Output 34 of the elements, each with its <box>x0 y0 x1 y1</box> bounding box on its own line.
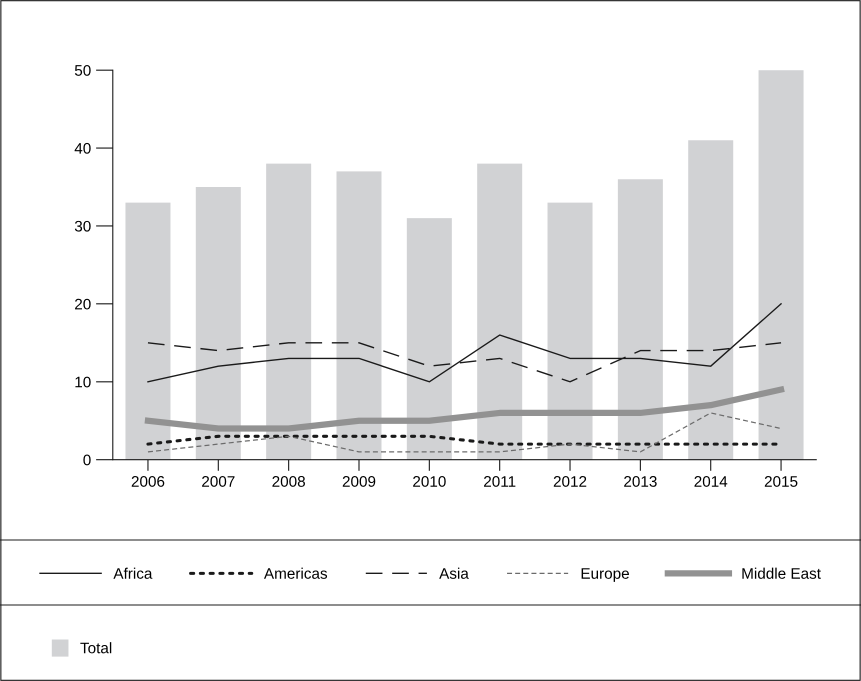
x-tick-label: 2015 <box>764 476 798 487</box>
y-tick-label: 50 <box>74 65 91 76</box>
bar <box>618 179 663 460</box>
y-tick-label: 10 <box>75 376 91 388</box>
bar <box>688 140 734 460</box>
legend-label: Europe <box>582 568 629 582</box>
x-tick-label: 2013 <box>624 476 657 487</box>
bar <box>406 218 452 460</box>
x-tick-label: 2014 <box>694 476 728 487</box>
x-tick-label: 2010 <box>413 476 446 487</box>
bar <box>477 164 522 460</box>
bar <box>196 187 241 460</box>
bar <box>336 171 382 460</box>
y-tick-label: 20 <box>75 298 91 310</box>
bar <box>548 202 593 460</box>
legend-label: Total <box>80 642 112 654</box>
y-tick-label: 30 <box>74 220 91 232</box>
bar <box>266 164 312 460</box>
legend-label: Americas <box>264 568 328 579</box>
legend-label: Asia <box>439 568 469 579</box>
line-series <box>147 412 782 453</box>
x-tick-label: 2007 <box>202 476 235 487</box>
line-series <box>147 303 782 382</box>
bar <box>125 202 170 460</box>
x-tick-label: 2008 <box>272 476 305 487</box>
x-tick-label: 2011 <box>484 476 516 487</box>
y-tick-label: 40 <box>74 142 91 154</box>
y-tick-label: 0 <box>83 454 91 466</box>
legend-label: Middle East <box>742 568 821 579</box>
bar <box>758 70 804 460</box>
legend-label: Africa <box>113 568 152 579</box>
x-tick-label: 2006 <box>132 476 164 487</box>
x-tick-label: 2012 <box>554 476 586 487</box>
x-tick-label: 2009 <box>342 476 376 487</box>
